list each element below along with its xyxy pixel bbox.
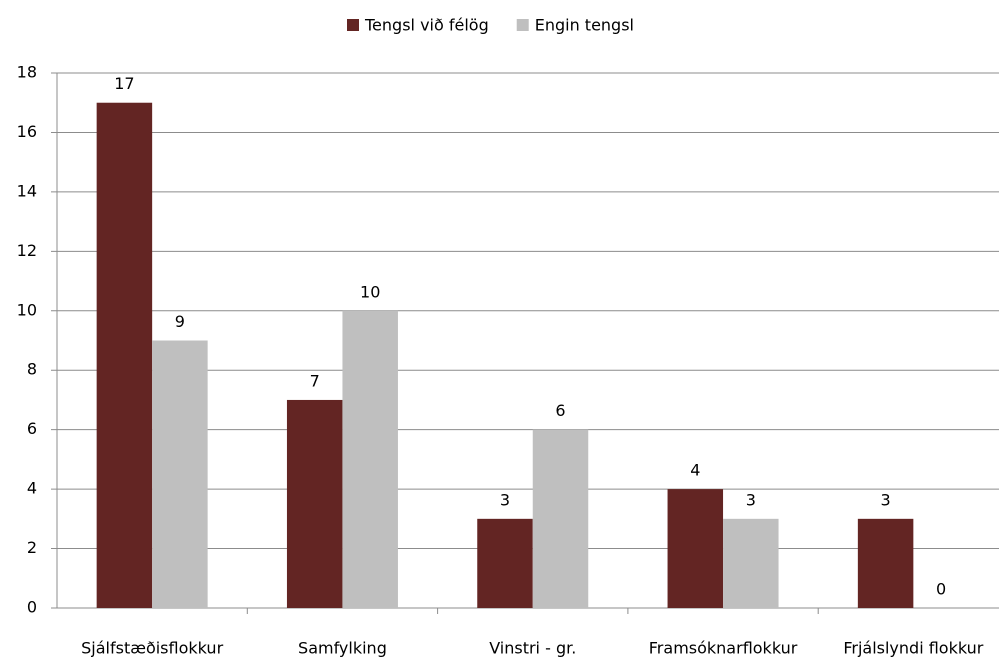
y-tick-label: 18 — [17, 63, 37, 82]
y-tick-label: 16 — [17, 122, 37, 141]
data-label: 3 — [881, 490, 891, 509]
y-tick-label: 12 — [17, 241, 37, 260]
data-label: 17 — [114, 74, 134, 93]
y-tick-label: 8 — [27, 360, 37, 379]
y-tick-label: 10 — [17, 300, 37, 319]
bar — [857, 518, 914, 608]
data-label: 9 — [175, 312, 185, 331]
legend-label: Tengsl við félög — [364, 16, 489, 35]
x-tick-label: Sjálfstæðisflokkur — [81, 639, 223, 658]
data-label: 0 — [936, 580, 946, 599]
bar — [152, 340, 208, 608]
x-tick-label: Samfylking — [298, 639, 387, 658]
legend-swatch — [516, 19, 529, 31]
bar — [723, 518, 779, 608]
bar — [342, 310, 398, 608]
data-label: 4 — [690, 461, 700, 480]
x-tick-label: Framsóknarflokkur — [649, 639, 798, 658]
y-tick-label: 4 — [27, 479, 37, 498]
y-tick-label: 0 — [27, 598, 37, 617]
x-tick-label: Vinstri - gr. — [489, 639, 576, 658]
data-label: 6 — [555, 401, 565, 420]
bar — [96, 102, 153, 608]
y-tick-label: 2 — [27, 538, 37, 557]
bar — [532, 429, 589, 608]
data-label: 7 — [310, 371, 320, 390]
data-label: 3 — [746, 490, 756, 509]
x-tick-label: Frjálslyndi flokkur — [843, 639, 983, 658]
bar — [477, 518, 533, 608]
bar — [286, 399, 343, 608]
data-label: 3 — [500, 490, 510, 509]
legend-swatch — [347, 19, 359, 31]
legend-label: Engin tengsl — [535, 16, 634, 35]
bar — [667, 489, 724, 608]
y-tick-label: 6 — [27, 419, 37, 438]
y-tick-label: 14 — [17, 181, 37, 200]
data-label: 10 — [360, 282, 380, 301]
